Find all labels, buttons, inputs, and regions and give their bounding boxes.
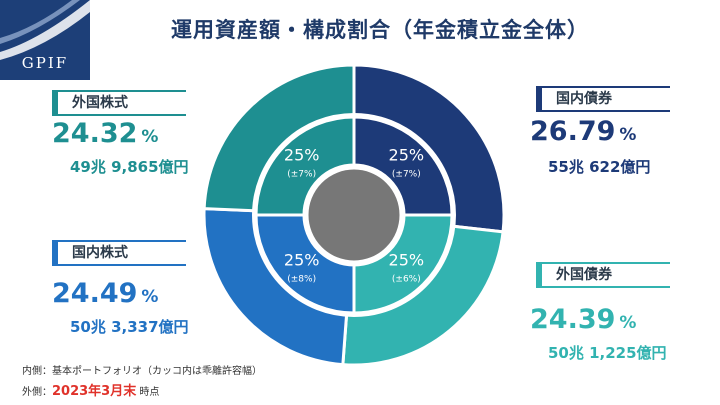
label-domestic-bond: 国内債券 <box>536 86 670 112</box>
label-foreign-equity: 外国株式 <box>52 90 186 116</box>
pct-domestic-equity-value: 24.49 <box>52 278 138 309</box>
pct-foreign-equity: 24.32% <box>52 118 158 149</box>
inner-label-domestic-bond: 25% <box>389 146 425 165</box>
label-marker <box>536 262 540 288</box>
ring-separator <box>252 113 456 317</box>
inner-slice-foreign-bond <box>352 213 454 315</box>
pct-foreign-bond: 24.39% <box>530 304 636 335</box>
pct-domestic-equity: 24.49% <box>52 278 158 309</box>
pct-sign: % <box>619 125 637 145</box>
chart-title: 運用資産額・構成割合（年金積立金全体） <box>171 18 589 42</box>
gpif-logo: GPIF <box>0 0 90 80</box>
note-outer: 外側：2023年3月末 時点 <box>22 380 159 399</box>
pct-foreign-bond-value: 24.39 <box>530 304 616 335</box>
amount-foreign-bond: 50兆 1,225億円 <box>548 344 667 362</box>
pct-domestic-bond: 26.79% <box>530 116 636 147</box>
label-foreign-bond-name: 外国債券 <box>556 267 612 283</box>
note-inner-text: 基本ポートフォリオ（カッコ内は乖離許容幅） <box>52 366 262 377</box>
amount-foreign-equity: 49兆 9,865億円 <box>70 158 189 176</box>
pct-sign: % <box>141 127 159 147</box>
label-domestic-bond-name: 国内債券 <box>556 91 612 107</box>
pct-foreign-equity-value: 24.32 <box>52 118 138 149</box>
pct-sign: % <box>141 287 159 307</box>
inner-label-foreign-bond: 25% <box>389 250 425 269</box>
note-inner: 内側：基本ポートフォリオ（カッコ内は乖離許容幅） <box>22 362 262 377</box>
label-marker <box>52 240 56 266</box>
inner-band-foreign-bond: (±6%) <box>392 274 421 284</box>
logo-text: GPIF <box>21 54 69 72</box>
note-outer-suffix: 時点 <box>139 387 160 398</box>
inner-slice-foreign-equity <box>254 115 356 217</box>
label-domestic-equity: 国内株式 <box>52 240 186 266</box>
label-foreign-bond: 外国債券 <box>536 262 670 288</box>
pct-domestic-bond-value: 26.79 <box>530 116 616 147</box>
pct-sign: % <box>619 313 637 333</box>
inner-band-foreign-equity: (±7%) <box>287 170 316 180</box>
inner-slice-domestic-bond <box>352 115 454 217</box>
center-disc <box>305 166 403 264</box>
note-outer-prefix: 外側： <box>22 387 52 398</box>
inner-label-foreign-equity: 25% <box>284 146 320 165</box>
logo-swoosh-icon <box>0 0 90 60</box>
inner-label-domestic-equity: 25% <box>284 250 320 269</box>
inner-band-domestic-bond: (±7%) <box>392 170 421 180</box>
note-inner-prefix: 内側： <box>22 366 52 377</box>
label-marker <box>52 90 56 116</box>
note-outer-date: 2023年3月末 <box>52 384 137 399</box>
inner-band-domestic-equity: (±8%) <box>287 274 316 284</box>
label-foreign-equity-name: 外国株式 <box>72 95 128 111</box>
amount-domestic-equity: 50兆 3,337億円 <box>70 318 189 336</box>
label-marker <box>536 86 540 112</box>
amount-domestic-bond: 55兆 622億円 <box>548 158 651 176</box>
inner-slice-domestic-equity <box>254 213 356 315</box>
label-domestic-equity-name: 国内株式 <box>72 245 128 261</box>
